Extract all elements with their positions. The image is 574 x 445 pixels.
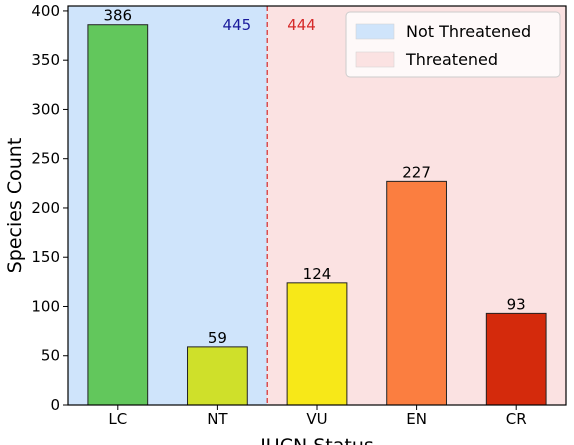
axes-layer: 0 50 100 150 200 250 300 350 400 LC NT VU EN CR [31, 2, 567, 428]
x-tick-label-nt: NT [207, 410, 228, 428]
region-total-not-threatened: 445 [223, 16, 252, 34]
legend-label-threatened: Threatened [405, 50, 498, 69]
y-axis-title: Species Count [4, 138, 26, 274]
bar-cr [485, 312, 547, 406]
bar-vu [286, 282, 348, 406]
bar-value-en: 227 [402, 163, 431, 181]
y-tick-label: 200 [31, 199, 60, 217]
region-total-threatened: 444 [287, 16, 316, 34]
bar-nt [187, 346, 248, 406]
bar-en [386, 180, 447, 406]
x-tick-label-lc: LC [108, 410, 127, 428]
legend-box [345, 11, 561, 78]
bar-value-nt: 59 [208, 329, 227, 347]
legend-label-not-threatened: Not Threatened [406, 22, 531, 41]
bar-value-vu: 124 [303, 265, 332, 283]
y-tick-label: 400 [31, 2, 60, 20]
y-tick-label: 100 [31, 297, 60, 315]
legend-swatch-threatened [355, 51, 395, 68]
x-tick-label-en: EN [406, 410, 427, 428]
bar-lc [87, 24, 149, 406]
legend-swatch-not-threatened [355, 23, 395, 40]
x-axis-title: IUCN Status [260, 435, 374, 445]
y-tick-label: 300 [31, 100, 60, 118]
x-tick-label-cr: CR [506, 410, 527, 428]
x-tick-label-vu: VU [306, 410, 327, 428]
y-tick-label: 150 [31, 248, 60, 266]
y-tick-label: 50 [41, 347, 60, 365]
bar-value-lc: 386 [103, 7, 132, 25]
bar-value-cr: 93 [507, 295, 526, 313]
bars-layer [87, 24, 547, 406]
y-tick-label: 0 [50, 396, 60, 414]
legend: Not Threatened Threatened [345, 11, 561, 78]
y-tick-label: 250 [31, 150, 60, 168]
y-tick-label: 350 [31, 51, 60, 69]
labels-layer: 445 444 386 59 124 227 93 [103, 7, 525, 347]
